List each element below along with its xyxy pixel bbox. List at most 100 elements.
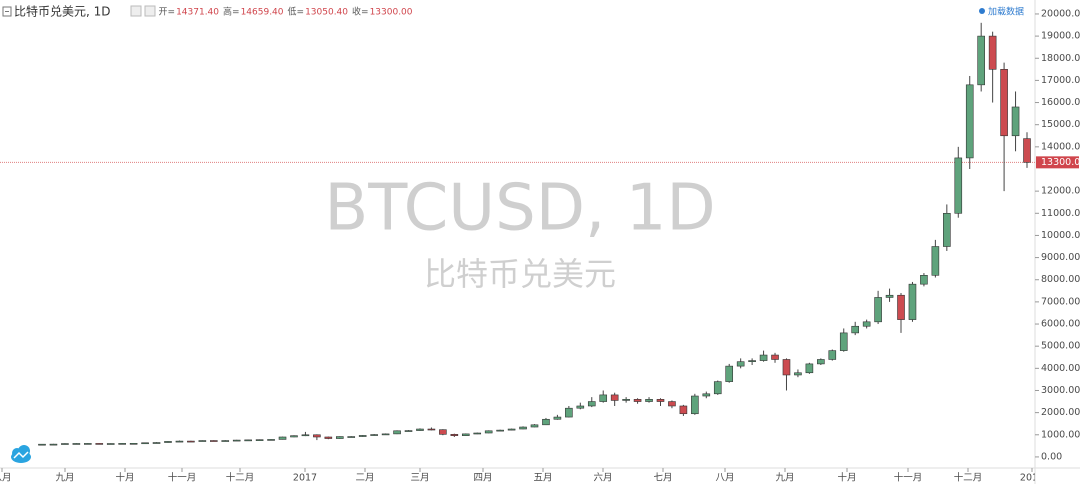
candle — [519, 426, 527, 430]
candle-body — [164, 441, 172, 443]
y-tick-label: 11000.00 — [1041, 208, 1080, 219]
x-tick-label: 十月 — [837, 472, 856, 484]
candle — [713, 380, 722, 395]
candle-body — [473, 432, 482, 435]
candle-body — [1000, 69, 1008, 137]
candle-body — [954, 157, 963, 214]
candle — [358, 435, 367, 437]
candle — [553, 414, 562, 420]
candle — [484, 430, 493, 434]
candle — [599, 390, 608, 403]
x-tick-label: 三月 — [410, 473, 429, 484]
x-tick-label: 八月 — [715, 473, 734, 484]
x-axis: 八月 九月 十月 十一月 十二月 2017 二月 三月 四月 五月 六月 七月 八月 九月 十月 十一月 十二月… — [0, 468, 1044, 484]
candle — [164, 441, 172, 443]
candle — [576, 402, 585, 410]
x-tick-label: 十二月 — [226, 472, 255, 484]
candle — [370, 434, 378, 436]
candle-body — [267, 439, 275, 441]
x-tick-label: 八月 — [0, 473, 12, 484]
candle-body — [633, 399, 642, 402]
candle — [221, 440, 230, 442]
ohlc-key: 收= — [352, 6, 369, 18]
candle-body — [49, 443, 58, 446]
candle-body — [175, 440, 184, 443]
y-tick-label: 7000.00 — [1041, 296, 1080, 307]
candle — [782, 358, 791, 391]
candle-body — [839, 332, 848, 351]
candle — [393, 430, 401, 435]
candle-body — [255, 439, 264, 441]
candle — [771, 352, 779, 363]
candle — [885, 288, 894, 302]
candle — [817, 358, 825, 366]
candle — [759, 350, 768, 362]
candle-body — [771, 354, 779, 360]
candle — [622, 397, 630, 403]
candle-body — [576, 405, 585, 409]
candle — [954, 146, 963, 218]
x-tick-label: 九月 — [55, 472, 74, 484]
candle — [862, 319, 871, 329]
candle-body — [38, 443, 46, 446]
candle-body — [530, 424, 539, 428]
candle-body — [851, 325, 859, 334]
candle — [461, 433, 470, 436]
candle-body — [965, 84, 974, 159]
candle — [874, 290, 882, 325]
y-tick-label: 9000.00 — [1041, 252, 1080, 263]
candle — [335, 436, 344, 439]
x-tick-label: 2018 — [1020, 473, 1044, 484]
candle-body — [129, 443, 138, 445]
candle — [38, 443, 46, 446]
y-tick-label: 18000.00 — [1041, 53, 1080, 64]
candle — [965, 75, 974, 169]
candle — [691, 393, 699, 415]
candle — [381, 433, 390, 436]
settings-icon[interactable] — [130, 5, 142, 17]
candle-body — [1011, 106, 1020, 137]
candle — [95, 443, 104, 445]
load-data-button[interactable]: 加载数据 — [988, 6, 1024, 18]
candle — [290, 435, 298, 438]
candle — [175, 440, 184, 443]
candle — [267, 439, 275, 441]
candle-body — [416, 428, 424, 431]
candle-body — [232, 439, 241, 442]
y-tick-label: 8000.00 — [1041, 274, 1080, 285]
candle-body — [622, 399, 630, 401]
candle-body — [152, 442, 161, 444]
candle-body — [118, 443, 126, 445]
x-tick-label: 七月 — [653, 473, 672, 484]
candle-body — [1023, 138, 1031, 163]
x-tick-label: 十一月 — [894, 472, 923, 484]
candle — [736, 358, 745, 369]
symbol-title: 比特币兑美元, 1D — [14, 4, 111, 19]
candle — [908, 281, 917, 322]
candle — [450, 433, 459, 437]
candle-body — [370, 434, 378, 436]
candle-body — [290, 435, 298, 438]
candle-body — [95, 443, 104, 445]
load-data-dot — [979, 8, 985, 14]
candle — [565, 405, 573, 418]
candle — [633, 398, 642, 404]
candle — [255, 439, 264, 441]
candle — [805, 362, 814, 374]
candle-body — [461, 433, 470, 436]
close-icon[interactable] — [144, 5, 156, 17]
candle-body — [301, 434, 310, 437]
candle — [610, 392, 619, 406]
candle-body — [496, 429, 504, 432]
y-tick-label: 15000.00 — [1041, 119, 1080, 130]
last-price-tag — [1036, 156, 1079, 169]
candle-body — [141, 442, 149, 445]
candle-body — [702, 393, 711, 397]
candle-body — [874, 297, 882, 323]
candle-body — [748, 360, 756, 362]
x-tick-label: 二月 — [355, 473, 374, 484]
candle — [473, 432, 482, 435]
candle — [587, 397, 596, 408]
candle — [748, 358, 756, 366]
collapse-icon[interactable] — [2, 6, 12, 17]
